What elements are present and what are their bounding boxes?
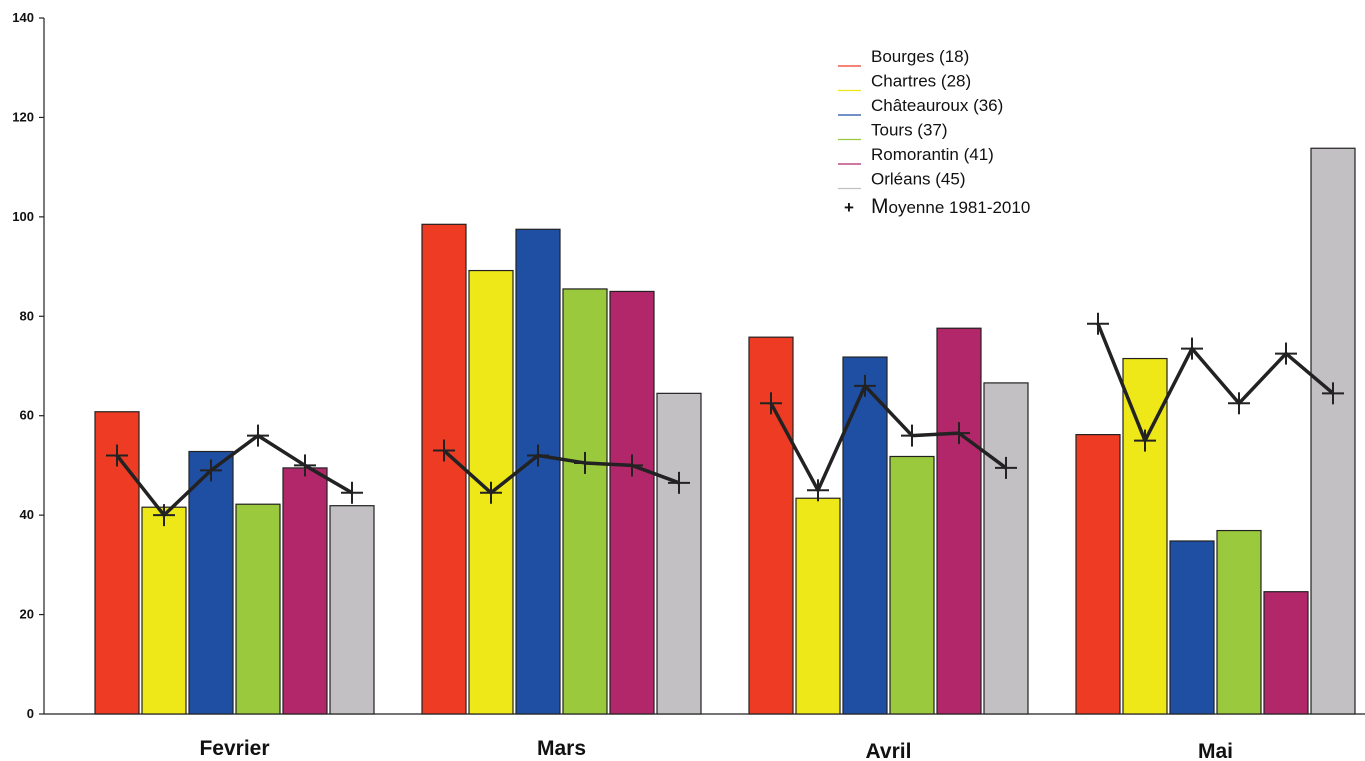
- bar: [282, 467, 328, 715]
- legend-label: Romorantin (41): [871, 145, 994, 164]
- average-marker: [760, 392, 782, 415]
- average-line: [442, 449, 680, 495]
- y-tick-label: 80: [20, 308, 34, 323]
- y-tick-label: 100: [12, 209, 34, 224]
- y-tick-label: 0: [27, 706, 34, 721]
- bar: [421, 223, 467, 715]
- x-axis-labels: Fevrier Mars Avril Mai: [199, 737, 1233, 761]
- legend-label: Orléans (45): [871, 170, 965, 189]
- average-marker: [106, 444, 128, 467]
- average-marker: [807, 479, 829, 502]
- legend-item: Bourges (18): [838, 47, 969, 67]
- average-marker: [341, 481, 363, 504]
- legend-plus-marker: +: [844, 198, 854, 217]
- bar: [656, 392, 702, 715]
- average-marker: [621, 454, 643, 477]
- y-tick-label: 60: [20, 408, 34, 423]
- bar: [1216, 529, 1262, 715]
- bar: [141, 506, 187, 715]
- average-line-group: [106, 312, 1344, 527]
- bar: [842, 356, 888, 715]
- bar: [1169, 540, 1215, 715]
- legend-item: Châteauroux (36): [838, 96, 1003, 116]
- legend-label: Tours (37): [871, 121, 948, 140]
- legend-item: Orléans (45): [838, 170, 965, 190]
- average-marker: [948, 422, 970, 445]
- average-line: [115, 433, 353, 517]
- average-marker: [574, 451, 596, 474]
- average-marker: [480, 481, 502, 504]
- bar: [188, 450, 234, 715]
- x-category-label: Avril: [866, 740, 912, 761]
- average-marker: [1275, 342, 1297, 365]
- legend-label: Moyenne 1981-2010: [871, 195, 1030, 218]
- legend-item: Tours (37): [838, 121, 948, 141]
- legend: Bourges (18) Chartres (28) Châteauroux (36…: [838, 47, 1030, 218]
- x-category-label: Mai: [1198, 740, 1233, 761]
- average-marker: [1134, 429, 1156, 452]
- bars: [94, 147, 1356, 715]
- average-marker: [1322, 382, 1344, 405]
- legend-item-average: + Moyenne 1981-2010: [844, 195, 1030, 218]
- bar: [329, 505, 375, 715]
- y-tick-label: 20: [20, 607, 34, 622]
- legend-label: Bourges (18): [871, 47, 969, 66]
- average-marker: [668, 471, 690, 494]
- legend-item: Romorantin (41): [838, 145, 994, 165]
- average-marker: [1181, 337, 1203, 360]
- average-marker: [854, 374, 876, 397]
- average-marker: [433, 439, 455, 462]
- bar: [983, 382, 1029, 715]
- bar: [795, 497, 841, 715]
- average-line: [769, 384, 1008, 493]
- average-marker: [1087, 312, 1109, 335]
- bar: [889, 455, 935, 715]
- bar: [235, 503, 281, 715]
- bar: [562, 288, 608, 715]
- average-marker: [247, 424, 269, 447]
- average-marker: [153, 504, 175, 527]
- average-marker: [527, 444, 549, 467]
- y-tick-label: 40: [20, 507, 34, 522]
- bar: [1263, 591, 1309, 715]
- legend-item: Chartres (28): [838, 72, 971, 92]
- x-category-label: Mars: [537, 737, 586, 760]
- average-marker: [995, 456, 1017, 479]
- average-marker: [901, 424, 923, 447]
- bar: [609, 290, 655, 715]
- y-tick-label: 120: [12, 109, 34, 124]
- bar: [936, 327, 982, 715]
- average-line: [1096, 323, 1335, 443]
- y-tick-label: 140: [12, 10, 34, 25]
- bar: [1122, 357, 1168, 715]
- average-marker: [294, 454, 316, 477]
- bar: [515, 228, 561, 715]
- bar: [1310, 147, 1356, 715]
- legend-label: Châteauroux (36): [871, 96, 1003, 115]
- bar: [468, 269, 514, 715]
- average-marker: [200, 459, 222, 482]
- x-category-label: Fevrier: [199, 737, 269, 760]
- bar: [1075, 434, 1121, 715]
- average-marker: [1228, 392, 1250, 415]
- legend-label: Chartres (28): [871, 72, 971, 91]
